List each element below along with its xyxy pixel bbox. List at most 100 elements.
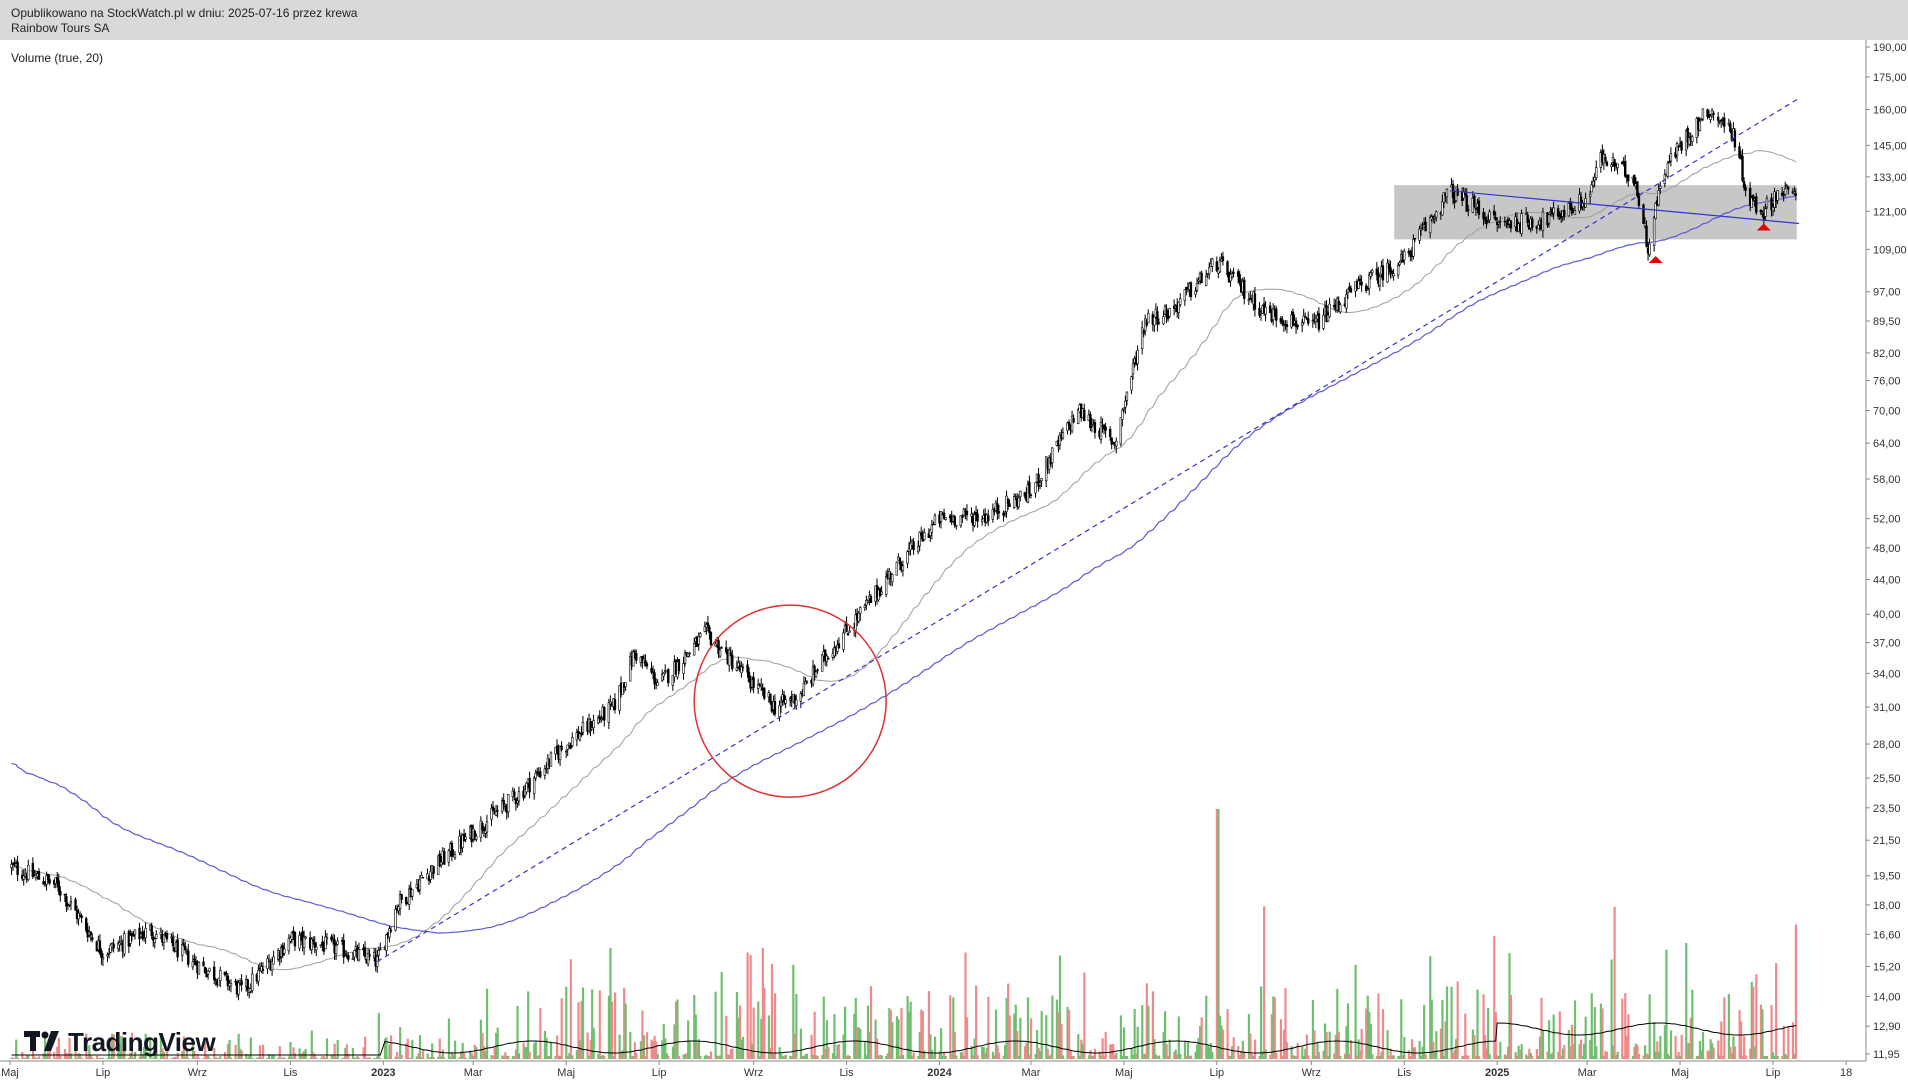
volume-bar — [89, 1055, 92, 1059]
volume-bar — [1633, 1047, 1636, 1059]
x-tick-label: Lis — [1397, 1067, 1412, 1079]
volume-indicator-label[interactable]: Volume (true, 20) — [11, 51, 104, 65]
volume-bar — [272, 1054, 275, 1059]
candle-body — [150, 925, 153, 937]
volume-bar — [417, 1053, 420, 1059]
volume-bar — [1680, 1034, 1683, 1059]
volume-bar — [1541, 1029, 1545, 1059]
volume-bar — [204, 1041, 207, 1059]
volume-bar — [848, 1055, 851, 1059]
volume-bar — [1369, 1023, 1372, 1059]
candle-body — [1194, 290, 1197, 295]
volume-bar — [248, 1054, 251, 1059]
candle-body — [912, 541, 915, 551]
volume-bar — [1691, 989, 1694, 1059]
price-chart[interactable]: 190,00 175,00 160,00 145,00 133,00 121,00 109,… — [0, 40, 1908, 1081]
volume-bar — [1226, 1009, 1229, 1059]
candle-body — [1570, 206, 1574, 214]
volume-bar — [1098, 1051, 1101, 1059]
volume-bar — [205, 1055, 208, 1059]
candle-body — [769, 693, 772, 703]
candle-body — [737, 662, 740, 668]
volume-bar — [1473, 1035, 1476, 1059]
volume-bar — [1071, 1055, 1074, 1059]
y-tick-label: 160,00 — [1873, 105, 1907, 117]
volume-bar — [1744, 1055, 1747, 1059]
volume-bar — [364, 1036, 367, 1059]
candle-body — [325, 937, 329, 940]
candle-body — [729, 652, 732, 656]
y-tick-label: 76,00 — [1873, 376, 1901, 388]
tradingview-logo[interactable]: TradingView — [24, 1027, 216, 1057]
volume-bar — [837, 1044, 841, 1059]
volume-bar — [671, 1046, 675, 1059]
volume-bar — [1293, 1055, 1296, 1059]
candle-body — [141, 931, 144, 939]
volume-bar — [546, 1055, 550, 1059]
candle-body — [1238, 274, 1241, 283]
volume-bar — [1279, 1019, 1283, 1059]
volume-bar — [1561, 1048, 1564, 1059]
candle-body — [496, 810, 499, 812]
volume-bar — [991, 1051, 995, 1059]
volume-bar — [289, 1041, 292, 1059]
candle-body — [152, 936, 155, 941]
candle-body — [1520, 213, 1523, 234]
volume-bar — [1444, 1021, 1447, 1059]
volume-bar — [748, 1052, 751, 1059]
volume-bar — [889, 1009, 892, 1059]
volume-bar — [481, 1033, 484, 1059]
candle-body — [760, 685, 763, 688]
volume-bar — [479, 1019, 483, 1059]
candle-body — [1272, 307, 1275, 321]
volume-bar — [246, 1057, 249, 1059]
volume-bar — [885, 1056, 888, 1059]
volume-bar — [613, 992, 617, 1059]
volume-bar — [559, 1055, 562, 1059]
candle-body — [536, 771, 539, 774]
volume-bar — [761, 948, 764, 1059]
candle-body — [1691, 136, 1694, 142]
volume-bar — [699, 1056, 702, 1059]
candle-body — [1494, 217, 1497, 221]
volume-bar — [505, 1055, 508, 1059]
candle-body — [1195, 282, 1199, 291]
candle-body — [782, 694, 786, 703]
candle-body — [1677, 145, 1680, 148]
volume-bar — [1371, 1054, 1374, 1059]
volume-bar — [1615, 1054, 1618, 1059]
volume-bar — [598, 990, 601, 1059]
x-tick-label: Maj — [557, 1067, 575, 1079]
y-tick-label: 82,00 — [1873, 348, 1901, 360]
candle-body — [1616, 163, 1619, 169]
candle-body — [304, 936, 307, 939]
candle-body — [848, 630, 851, 633]
volume-bar — [789, 1055, 792, 1059]
volume-bar — [1669, 1030, 1673, 1059]
volume-bar — [1359, 1050, 1362, 1059]
volume-bar — [1762, 1055, 1766, 1059]
volume-bar — [1176, 1054, 1179, 1059]
volume-bar — [1066, 1006, 1069, 1059]
candle-body — [219, 970, 222, 981]
y-tick-label: 133,00 — [1873, 172, 1907, 184]
candle-body — [363, 947, 367, 958]
highlight-circle — [693, 604, 887, 798]
volume-bar — [1304, 1048, 1307, 1059]
volume-bar — [1740, 1021, 1743, 1059]
volume-bar — [251, 1057, 254, 1059]
volume-bar — [1316, 1042, 1319, 1059]
volume-bar — [484, 1051, 487, 1059]
volume-bar — [197, 1057, 201, 1059]
volume-bar — [1174, 1049, 1177, 1059]
candle-body — [1686, 128, 1689, 143]
candle-body — [1389, 267, 1392, 273]
volume-bar — [970, 1045, 973, 1059]
volume-bar — [309, 1057, 312, 1059]
volume-bar — [932, 1055, 935, 1059]
x-tick-label: 18 — [1840, 1067, 1852, 1079]
candle-body — [909, 542, 912, 550]
volume-bar — [1051, 995, 1054, 1059]
volume-bar — [1349, 1039, 1353, 1059]
candle-body — [859, 607, 862, 614]
